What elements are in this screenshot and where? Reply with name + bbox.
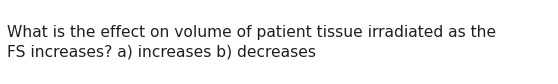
Text: What is the effect on volume of patient tissue irradiated as the
FS increases? a: What is the effect on volume of patient … xyxy=(7,25,497,59)
